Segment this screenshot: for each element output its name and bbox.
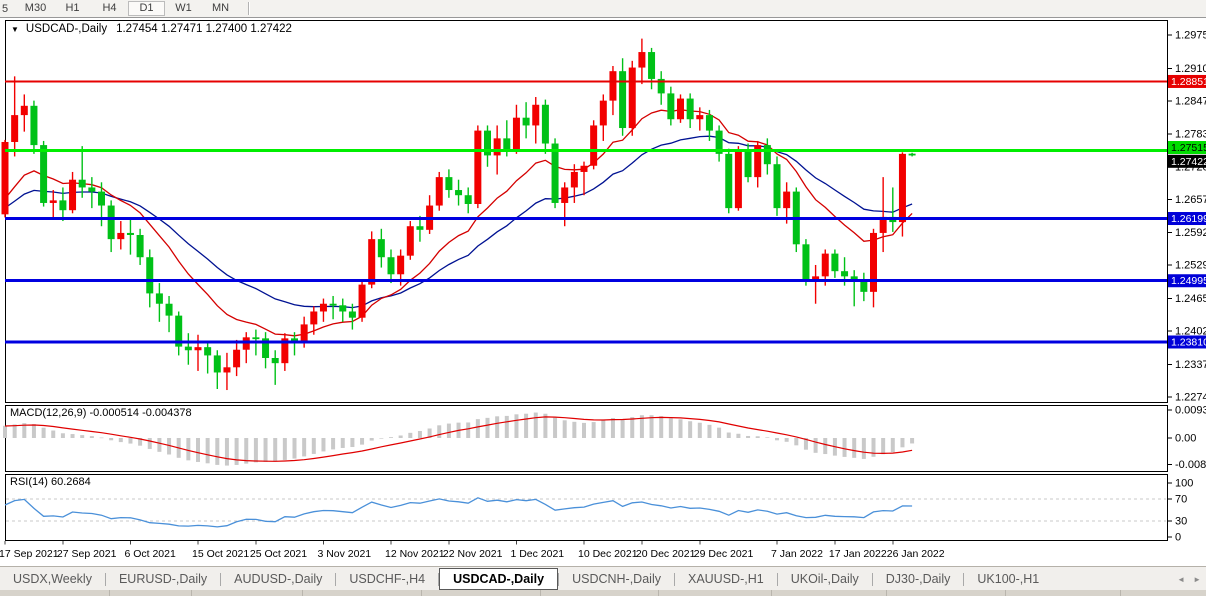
svg-text:1.28851: 1.28851: [1171, 76, 1206, 88]
svg-text:1.24650: 1.24650: [1175, 293, 1206, 305]
svg-text:1.24020: 1.24020: [1175, 326, 1206, 338]
timeframe-button-mn[interactable]: MN: [211, 2, 230, 14]
status-strip-divider: [886, 590, 887, 596]
macd-panel: 0.009345 0.00 -0.00890: [3, 405, 1206, 471]
svg-text:26 Jan 2022: 26 Jan 2022: [887, 548, 945, 560]
timeframe-button-h4[interactable]: H4: [102, 2, 117, 14]
chart-canvas[interactable]: 1.297501.291051.284751.278301.272001.265…: [0, 0, 1206, 566]
chart-title-line: ▼ USDCAD-,Daily 1.27454 1.27471 1.27400 …: [11, 23, 292, 35]
tab-separator: [871, 572, 873, 586]
tab-separator: [558, 572, 560, 586]
svg-text:12 Nov 2021: 12 Nov 2021: [385, 548, 445, 560]
status-strip-divider: [109, 590, 110, 596]
svg-text:30: 30: [1175, 515, 1187, 527]
ohlc-values: 1.27454 1.27471 1.27400 1.27422: [116, 23, 292, 35]
tab-separator: [673, 572, 675, 586]
status-strip-divider: [1120, 590, 1121, 596]
tab-ukoil-daily[interactable]: UKOil-,Daily: [790, 571, 859, 586]
svg-text:-0.00890: -0.00890: [1175, 459, 1206, 471]
svg-text:1.28475: 1.28475: [1175, 95, 1206, 107]
toolbar-separator: [248, 2, 250, 15]
svg-text:17 Sep 2021: 17 Sep 2021: [0, 548, 59, 560]
tab-scroll-right-icon[interactable]: ►: [1193, 574, 1201, 584]
svg-text:0.00: 0.00: [1175, 433, 1196, 445]
svg-text:20 Dec 2021: 20 Dec 2021: [636, 548, 696, 560]
svg-text:3 Nov 2021: 3 Nov 2021: [317, 548, 371, 560]
rsi-label: RSI(14) 60.2684: [10, 476, 91, 488]
candles-layer: [1, 38, 916, 391]
svg-text:7 Jan 2022: 7 Jan 2022: [771, 548, 823, 560]
timeframe-button-m30[interactable]: M30: [24, 2, 47, 14]
timeframe-button-h1[interactable]: H1: [65, 2, 80, 14]
svg-text:10 Dec 2021: 10 Dec 2021: [578, 548, 638, 560]
svg-text:1.24995: 1.24995: [1171, 275, 1206, 287]
tab-dj30-daily[interactable]: DJ30-,Daily: [885, 571, 951, 586]
tab-uk100-h1[interactable]: UK100-,H1: [977, 571, 1040, 586]
svg-text:1.23375: 1.23375: [1175, 359, 1206, 371]
timeframe-toolbar: 5 M30 H1 H4 D1 W1 MN: [0, 0, 1206, 18]
svg-text:1.27422: 1.27422: [1171, 156, 1206, 168]
tab-usdcnh-daily[interactable]: USDCNH-,Daily: [572, 571, 661, 586]
svg-text:22 Nov 2021: 22 Nov 2021: [443, 548, 503, 560]
svg-text:27 Sep 2021: 27 Sep 2021: [57, 548, 117, 560]
svg-text:29 Dec 2021: 29 Dec 2021: [694, 548, 754, 560]
status-strip-divider: [302, 590, 303, 596]
price-axis: 1.297501.291051.284751.278301.272001.265…: [1167, 30, 1206, 404]
svg-text:17 Jan 2022: 17 Jan 2022: [829, 548, 887, 560]
svg-text:1.26199: 1.26199: [1171, 213, 1206, 225]
status-strip-divider: [771, 590, 772, 596]
status-strip-divider: [421, 590, 422, 596]
tab-separator: [963, 572, 965, 586]
svg-text:1.22745: 1.22745: [1175, 392, 1206, 404]
tab-separator: [438, 572, 440, 586]
timeframe-button-d1[interactable]: D1: [128, 1, 165, 16]
svg-text:1.27515: 1.27515: [1171, 142, 1206, 154]
status-strip-divider: [191, 590, 192, 596]
svg-text:1.27830: 1.27830: [1175, 129, 1206, 141]
symbol-title: USDCAD-,Daily: [25, 23, 108, 35]
svg-text:70: 70: [1175, 494, 1187, 506]
horizontal-levels: [5, 80, 1167, 344]
status-strip-divider: [540, 590, 541, 596]
status-strip: [0, 590, 1206, 596]
tab-separator: [335, 572, 337, 586]
tab-usdx-weekly[interactable]: USDX,Weekly: [13, 571, 92, 586]
svg-text:1.29750: 1.29750: [1175, 30, 1206, 42]
svg-text:1.29105: 1.29105: [1175, 63, 1206, 75]
rsi-panel: 100 70 30 0: [4, 478, 1193, 544]
symbol-tab-bar: USDX,Weekly EURUSD-,Daily AUDUSD-,Daily USD…: [0, 566, 1206, 591]
svg-text:1.26570: 1.26570: [1175, 194, 1206, 206]
status-strip-divider: [658, 590, 659, 596]
macd-label: MACD(12,26,9) -0.000514 -0.004378: [10, 407, 192, 419]
svg-text:1 Dec 2021: 1 Dec 2021: [510, 548, 564, 560]
svg-text:0: 0: [1175, 532, 1181, 544]
tab-separator: [104, 572, 106, 586]
svg-text:1.23810: 1.23810: [1171, 336, 1206, 348]
tab-separator: [776, 572, 778, 586]
tab-xauusd-h1[interactable]: XAUUSD-,H1: [687, 571, 764, 586]
svg-text:1.25295: 1.25295: [1175, 260, 1206, 272]
status-strip-divider: [1005, 590, 1006, 596]
tab-audusd-daily[interactable]: AUDUSD-,Daily: [234, 571, 323, 586]
timeframe-button-m5-partial[interactable]: 5: [2, 2, 9, 15]
svg-text:25 Oct 2021: 25 Oct 2021: [250, 548, 307, 560]
svg-text:1.25925: 1.25925: [1175, 227, 1206, 239]
svg-text:6 Oct 2021: 6 Oct 2021: [124, 548, 176, 560]
tab-usdcad-daily[interactable]: USDCAD-,Daily: [439, 568, 559, 590]
tab-usdchf-h4[interactable]: USDCHF-,H4: [349, 571, 426, 586]
svg-text:100: 100: [1175, 478, 1193, 490]
svg-text:15 Oct 2021: 15 Oct 2021: [192, 548, 249, 560]
timeframe-button-w1[interactable]: W1: [175, 2, 192, 14]
symbol-dropdown-icon[interactable]: ▼: [11, 24, 19, 34]
tab-scroll-arrows: ◄ ►: [1177, 567, 1201, 591]
svg-text:0.009345: 0.009345: [1175, 405, 1206, 417]
tab-scroll-left-icon[interactable]: ◄: [1177, 574, 1186, 584]
tab-separator: [220, 572, 222, 586]
tab-eurusd-daily[interactable]: EURUSD-,Daily: [118, 571, 208, 586]
